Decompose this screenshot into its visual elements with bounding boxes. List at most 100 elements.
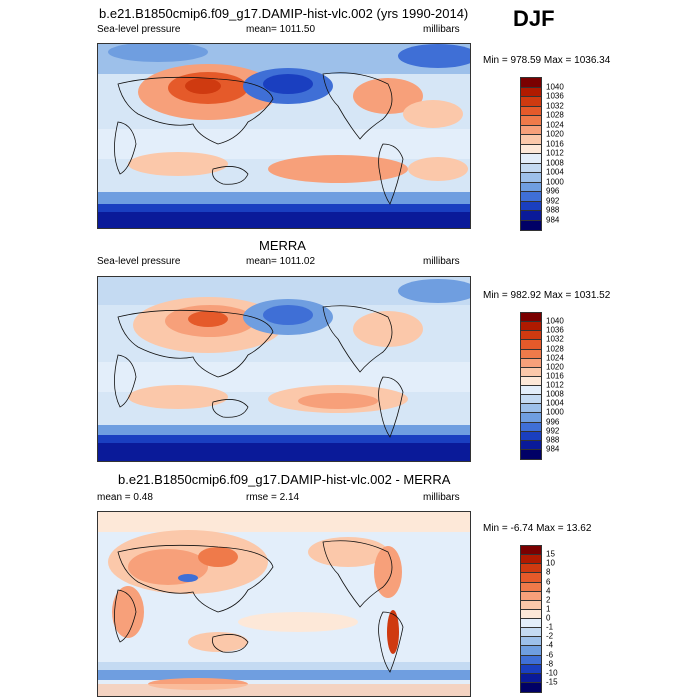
panel2-colorbar (520, 312, 542, 460)
colorbar-cell (521, 116, 541, 126)
panel1-left-label: Sea-level pressure (97, 24, 181, 35)
colorbar-cell (521, 135, 541, 145)
panel2-minmax: Min = 982.92 Max = 1031.52 (483, 290, 611, 301)
colorbar-tick-label: 1016 (546, 371, 564, 381)
colorbar-cell (521, 211, 541, 221)
colorbar-cell (521, 664, 541, 674)
colorbar-tick-label: 1036 (546, 325, 564, 335)
colorbar-tick-label: 8 (546, 567, 551, 577)
colorbar-cell (521, 591, 541, 601)
colorbar-tick-label: 1008 (546, 389, 564, 399)
colorbar-cell (521, 386, 541, 396)
colorbar-cell (521, 395, 541, 405)
panel3-map (97, 511, 471, 697)
colorbar-tick-label: 1032 (546, 334, 564, 344)
panel3-center-label: rmse = 2.14 (246, 492, 300, 503)
colorbar-cell (521, 449, 541, 459)
colorbar-tick-label: 988 (546, 435, 560, 445)
colorbar-tick-label: 1 (546, 604, 551, 614)
panel1-colorbar (520, 77, 542, 231)
colorbar-cell (521, 564, 541, 574)
colorbar-cell (521, 349, 541, 359)
panel3-colorbar (520, 545, 542, 693)
colorbar-cell (521, 340, 541, 350)
colorbar-tick-label: 1016 (546, 139, 564, 148)
colorbar-tick-label: 1020 (546, 129, 564, 139)
colorbar-tick-label: 0 (546, 613, 551, 623)
panel2-map (97, 276, 471, 462)
colorbar-tick-label: 1028 (546, 110, 564, 120)
colorbar-tick-label: 1012 (546, 380, 564, 390)
colorbar-cell (521, 154, 541, 164)
colorbar-cell (521, 404, 541, 414)
colorbar-cell (521, 637, 541, 647)
colorbar-cell (521, 201, 541, 211)
colorbar-tick-label: 1008 (546, 158, 564, 167)
panel2-left-label: Sea-level pressure (97, 256, 181, 267)
colorbar-cell (521, 431, 541, 441)
colorbar-cell (521, 87, 541, 97)
colorbar-cell (521, 97, 541, 107)
colorbar-tick-label: 1000 (546, 177, 564, 186)
colorbar-tick-label: -2 (546, 631, 554, 641)
colorbar-tick-label: -1 (546, 622, 554, 632)
colorbar-cell (521, 322, 541, 332)
colorbar-tick-label: 1004 (546, 167, 564, 177)
colorbar-tick-label: -6 (546, 650, 554, 659)
colorbar-tick-label: 984 (546, 215, 560, 224)
panel3-map-graphic (98, 512, 470, 696)
panel3-minmax: Min = -6.74 Max = 13.62 (483, 523, 592, 534)
colorbar-cell (521, 173, 541, 183)
panel2-map-graphic (98, 277, 470, 461)
colorbar-cell (521, 682, 541, 692)
colorbar-tick-label: 1000 (546, 407, 564, 417)
panel1-map (97, 43, 471, 229)
colorbar-tick-label: 1036 (546, 91, 564, 101)
colorbar-cell (521, 125, 541, 135)
colorbar-tick-label: 996 (546, 186, 560, 196)
colorbar-tick-label: 992 (546, 426, 560, 436)
colorbar-cell (521, 313, 541, 323)
colorbar-cell (521, 192, 541, 202)
panel2-units: millibars (423, 256, 460, 267)
colorbar-tick-label: 1028 (546, 344, 564, 353)
colorbar-cell (521, 573, 541, 583)
colorbar-tick-label: -4 (546, 640, 554, 650)
colorbar-tick-label: 6 (546, 577, 551, 586)
colorbar-cell (521, 78, 541, 88)
colorbar-cell (521, 358, 541, 368)
panel1-title: b.e21.B1850cmip6.f09_g17.DAMIP-hist-vlc.… (99, 6, 469, 21)
colorbar-tick-label: 15 (546, 549, 555, 559)
colorbar-cell (521, 163, 541, 173)
panel3-title: b.e21.B1850cmip6.f09_g17.DAMIP-hist-vlc.… (118, 472, 451, 487)
colorbar-tick-label: 996 (546, 417, 560, 426)
colorbar-tick-label: 2 (546, 595, 551, 605)
colorbar-cell (521, 182, 541, 192)
colorbar-tick-label: 1020 (546, 362, 564, 372)
panel1-center-label: mean= 1011.50 (246, 24, 316, 35)
colorbar-cell (521, 440, 541, 450)
colorbar-tick-label: 992 (546, 196, 560, 205)
colorbar-tick-label: 1012 (546, 148, 564, 158)
colorbar-cell (521, 376, 541, 386)
colorbar-tick-label: 1032 (546, 101, 564, 110)
panel2-title: MERRA (259, 238, 306, 253)
colorbar-tick-label: 984 (546, 444, 560, 454)
colorbar-tick-label: -8 (546, 659, 554, 669)
colorbar-cell (521, 646, 541, 656)
panel3-units: millibars (423, 492, 460, 503)
colorbar-cell (521, 555, 541, 565)
colorbar-tick-label: 10 (546, 558, 555, 568)
panel1-units: millibars (423, 24, 460, 35)
colorbar-cell (521, 367, 541, 377)
colorbar-cell (521, 600, 541, 610)
colorbar-cell (521, 546, 541, 556)
colorbar-cell (521, 331, 541, 341)
colorbar-tick-label: 1024 (546, 353, 564, 363)
colorbar-cell (521, 609, 541, 619)
colorbar-cell (521, 582, 541, 592)
colorbar-cell (521, 673, 541, 683)
colorbar-cell (521, 220, 541, 230)
colorbar-cell (521, 413, 541, 423)
colorbar-tick-label: 988 (546, 205, 560, 215)
